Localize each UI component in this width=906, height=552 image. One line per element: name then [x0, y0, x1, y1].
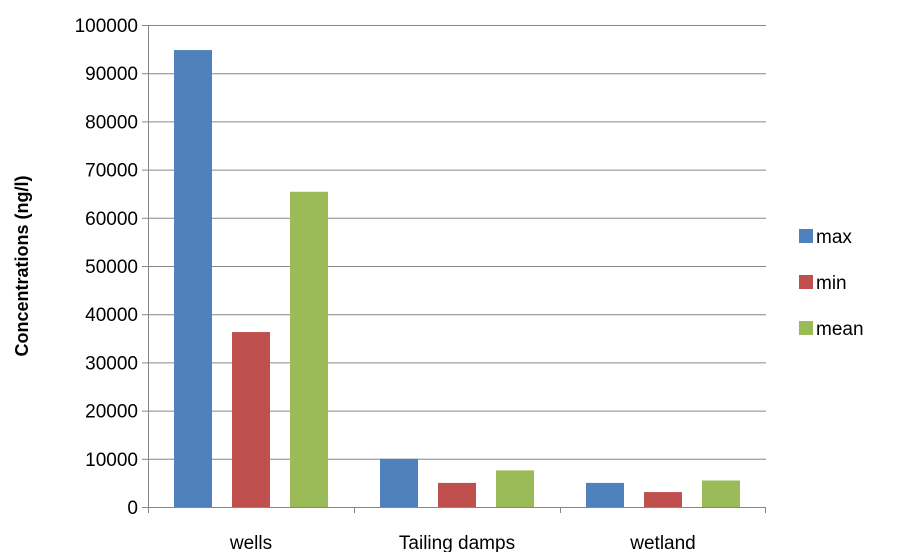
bar-mean-wetland: [702, 480, 740, 507]
bar-mean-tailing-damps: [496, 470, 534, 507]
bar-mean-wells: [290, 191, 328, 507]
x-tick-label: wetland: [629, 533, 696, 552]
x-tick-labels: wells Tailing damps wetland: [229, 533, 696, 552]
bar-min-wells: [232, 332, 270, 507]
legend-swatch-min: [799, 275, 813, 289]
y-tick-label: 100000: [75, 16, 138, 37]
legend-label-mean: mean: [816, 319, 864, 340]
bar-max-wetland: [586, 482, 624, 507]
y-tick-label: 60000: [85, 209, 138, 230]
y-tick-label: 40000: [85, 305, 138, 326]
y-tick-label: 10000: [85, 450, 138, 471]
legend-label-max: max: [816, 227, 852, 248]
bars: [174, 50, 740, 508]
bar-max-tailing-damps: [380, 458, 418, 507]
y-tick-label: 90000: [85, 64, 138, 85]
y-tick-label: 70000: [85, 161, 138, 182]
y-tick-label: 50000: [85, 257, 138, 278]
x-tick-label: Tailing damps: [399, 533, 515, 552]
axes: [148, 25, 766, 513]
bar-max-wells: [174, 50, 212, 508]
legend-swatch-max: [799, 229, 813, 243]
legend: max min mean: [799, 227, 864, 340]
legend-swatch-mean: [799, 321, 813, 335]
y-tick-labels: 0 10000 20000 30000 40000 50000 60000 70000 8000…: [75, 16, 138, 519]
x-tick-label: wells: [229, 533, 272, 552]
bar-min-wetland: [644, 492, 682, 507]
y-tick-label: 80000: [85, 112, 138, 133]
y-tick-label: 30000: [85, 353, 138, 374]
y-tick-label: 0: [127, 498, 138, 519]
y-tick-label: 20000: [85, 402, 138, 423]
legend-label-min: min: [816, 273, 847, 294]
y-axis-title: Concentrations (ng/l): [12, 176, 32, 357]
bar-min-tailing-damps: [438, 482, 476, 507]
